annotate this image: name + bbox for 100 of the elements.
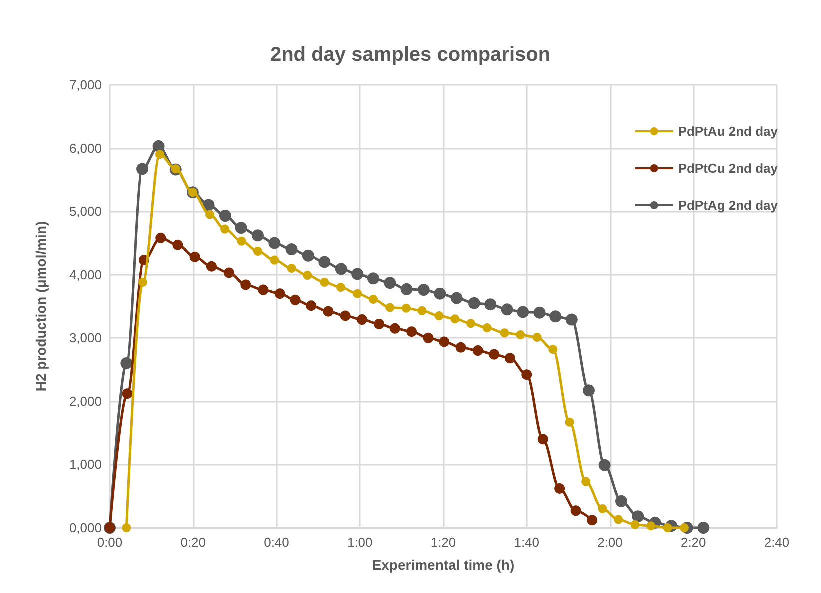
- point: [306, 300, 317, 312]
- chart-title: 2nd day samples comparison: [270, 44, 551, 66]
- y-axis-title: H2 production (μmol/min): [33, 221, 49, 392]
- point: [206, 210, 215, 220]
- point: [500, 328, 510, 338]
- point: [538, 434, 548, 445]
- point: [258, 284, 269, 296]
- point: [516, 330, 526, 340]
- point: [517, 306, 530, 318]
- point: [274, 288, 286, 300]
- point: [466, 319, 476, 328]
- legend-label: PdPtAu 2nd day: [678, 124, 779, 139]
- point: [224, 268, 234, 278]
- point: [374, 318, 385, 330]
- point: [384, 277, 396, 290]
- legend-label: PdPtCu 2nd day: [678, 161, 779, 176]
- point: [598, 504, 608, 514]
- point: [303, 270, 312, 280]
- point: [172, 240, 184, 250]
- point: [450, 314, 460, 324]
- point: [548, 345, 558, 354]
- point: [335, 263, 348, 276]
- point: [390, 323, 400, 334]
- point: [240, 280, 252, 290]
- point: [219, 210, 232, 222]
- x-tick-label: 1:40: [514, 535, 540, 550]
- x-tick-label: 1:00: [347, 535, 373, 550]
- point: [400, 283, 413, 296]
- point: [565, 418, 574, 427]
- y-tick-label: 2,000: [69, 394, 102, 409]
- point: [532, 333, 542, 342]
- x-tick-label: 2:00: [598, 535, 623, 550]
- x-tick-label: 2:40: [764, 535, 790, 550]
- point: [582, 477, 591, 486]
- point: [418, 284, 430, 296]
- point: [434, 288, 446, 300]
- point: [367, 272, 380, 285]
- point: [122, 388, 133, 400]
- point: [386, 303, 395, 312]
- point: [550, 310, 562, 323]
- point: [566, 314, 578, 326]
- point: [504, 353, 516, 364]
- x-tick-label: 2:20: [680, 535, 706, 550]
- x-tick-label: 0:20: [180, 535, 206, 550]
- point: [484, 298, 497, 311]
- point: [402, 304, 411, 313]
- y-tick-label: 5,000: [69, 204, 102, 220]
- point: [353, 289, 362, 298]
- point: [468, 297, 480, 310]
- point: [190, 252, 200, 262]
- point: [352, 268, 364, 280]
- point: [663, 524, 672, 532]
- point: [156, 232, 166, 244]
- point: [434, 311, 444, 320]
- point: [680, 524, 689, 532]
- point: [614, 515, 624, 524]
- point: [235, 222, 248, 234]
- point: [423, 332, 434, 344]
- point: [206, 261, 217, 272]
- point: [302, 250, 314, 262]
- point: [290, 294, 301, 306]
- point: [270, 256, 280, 265]
- point: [632, 510, 644, 523]
- x-tick-label: 0:00: [97, 535, 123, 550]
- point: [220, 224, 230, 234]
- point: [439, 336, 450, 348]
- point: [418, 306, 427, 316]
- point: [522, 370, 532, 380]
- point: [598, 459, 611, 472]
- point: [450, 292, 463, 304]
- point: [323, 306, 334, 317]
- x-tick-label: 0:40: [264, 535, 290, 550]
- point: [630, 520, 640, 530]
- point: [368, 295, 378, 304]
- point: [646, 522, 656, 531]
- legend-label: PdPtAg 2nd day: [678, 198, 779, 213]
- y-tick-label: 7,000: [69, 78, 102, 92]
- x-tick-label: 1:20: [430, 535, 456, 550]
- point: [320, 278, 330, 287]
- point: [286, 244, 298, 256]
- point: [583, 384, 595, 397]
- y-tick-label: 1,000: [69, 457, 102, 472]
- y-tick-label: 3,000: [69, 330, 102, 346]
- point: [616, 495, 628, 508]
- point: [287, 264, 296, 274]
- point: [587, 515, 598, 526]
- point: [554, 484, 566, 494]
- point: [336, 283, 346, 292]
- point: [254, 246, 262, 256]
- point: [534, 306, 546, 319]
- point: [482, 324, 492, 333]
- point: [356, 314, 368, 326]
- point: [340, 310, 351, 322]
- point: [268, 237, 281, 250]
- point: [156, 150, 165, 160]
- point: [489, 349, 500, 360]
- x-axis-title: Experimental time (h): [372, 557, 515, 573]
- point: [152, 140, 165, 152]
- y-tick-label: 0,000: [69, 520, 102, 536]
- point: [472, 346, 484, 356]
